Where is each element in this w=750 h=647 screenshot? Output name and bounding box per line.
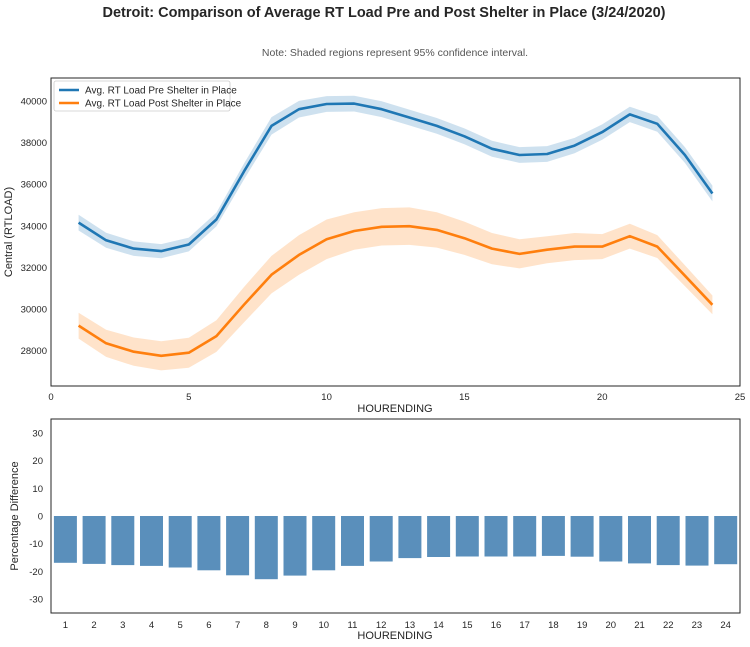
x-tick-label: 13 [405, 620, 416, 631]
x-tick-label: 18 [548, 620, 559, 631]
bar [254, 516, 278, 580]
bar [599, 516, 623, 562]
bar [484, 516, 508, 557]
y-tick-label: 40000 [21, 96, 47, 107]
bar [283, 516, 307, 576]
x-tick-label: 2 [91, 620, 96, 631]
bar [714, 516, 738, 565]
x-tick-label: 17 [519, 620, 530, 631]
bar [570, 516, 594, 557]
x-tick-label: 6 [206, 620, 211, 631]
x-tick-label: 25 [735, 392, 746, 403]
line-chart-ylabel: Central (RTLOAD) [3, 187, 15, 277]
x-tick-label: 19 [577, 620, 588, 631]
x-tick-label: 15 [459, 392, 470, 403]
x-tick-label: 12 [376, 620, 387, 631]
x-tick-label: 22 [663, 620, 674, 631]
line-chart: 0 5 10 15 20 25 28000 30000 32000 34000 36000 3800… [3, 77, 745, 415]
y-tick-label: 36000 [21, 180, 47, 191]
y-tick-label: 28000 [21, 346, 47, 357]
y-tick-label: 34000 [21, 221, 47, 232]
bar-chart: 1 2 3 4 5 6 7 8 9 10 11 12 13 14 15 16 17 18 19 20 21 22 23 24 … [9, 418, 741, 642]
y-tick-label: 38000 [21, 138, 47, 149]
bar [455, 516, 479, 557]
bar [111, 516, 135, 566]
y-tick-label: 30 [32, 428, 43, 439]
bar [140, 516, 163, 566]
y-tick-label: -10 [29, 539, 43, 550]
bar [398, 516, 422, 559]
y-tick-label: 30000 [21, 305, 47, 316]
bar [341, 516, 364, 566]
x-tick-label: 11 [348, 620, 358, 631]
bar-x-tick-labels: 1 2 3 4 5 6 7 8 9 10 11 12 13 14 15 16 17 18 19 20 21 22 23 24 [63, 620, 731, 631]
y-tick-label: 32000 [21, 263, 47, 274]
legend: Avg. RT Load Pre Shelter in Place Avg. R… [53, 80, 242, 112]
bar-chart-xlabel: HOURENDING [357, 630, 432, 642]
x-tick-label: 7 [235, 620, 240, 631]
figure-title: Detroit: Comparison of Average RT Load P… [103, 5, 666, 21]
x-tick-label: 10 [321, 392, 332, 403]
x-tick-label: 5 [186, 392, 191, 403]
x-tick-label: 16 [491, 620, 502, 631]
line-chart-frame [50, 77, 741, 387]
line-chart-xlabel: HOURENDING [357, 403, 432, 415]
bar [656, 516, 680, 566]
bar [226, 516, 250, 576]
bar-chart-ylabel: Percentage Difference [9, 461, 21, 570]
x-tick-label: 1 [63, 620, 68, 631]
x-tick-label: 3 [120, 620, 125, 631]
bars [53, 516, 738, 580]
ci-bands [78, 95, 713, 371]
series-line-1 [77, 224, 714, 358]
series-line-0 [77, 102, 714, 253]
x-tick-label: 5 [178, 620, 183, 631]
bar [312, 516, 336, 571]
legend-label-post: Avg. RT Load Post Shelter in Place [85, 99, 242, 110]
series-lines [77, 102, 714, 358]
x-tick-label: 10 [318, 620, 329, 631]
bar-chart-frame [50, 418, 741, 614]
y-tick-label: 10 [32, 484, 43, 495]
y-tick-label: -20 [29, 567, 43, 578]
x-tick-label: 15 [462, 620, 473, 631]
bar [197, 516, 221, 571]
x-tick-label: 0 [48, 392, 53, 403]
y-tick-label: 0 [38, 512, 43, 523]
bar [427, 516, 451, 557]
x-tick-label: 24 [720, 620, 731, 631]
confidence-note: Note: Shaded regions represent 95% confi… [262, 47, 528, 59]
bar [82, 516, 106, 564]
legend-box [53, 80, 231, 112]
x-tick-labels: 0 5 10 15 20 25 [48, 392, 745, 403]
x-tick-label: 4 [149, 620, 154, 631]
bar [628, 516, 651, 564]
bar [685, 516, 709, 566]
y-tick-labels: 28000 30000 32000 34000 36000 38000 40000 [21, 96, 47, 357]
x-tick-label: 20 [606, 620, 617, 631]
x-tick-label: 23 [692, 620, 703, 631]
bar [513, 516, 537, 557]
bar [541, 516, 565, 556]
ci-band-1 [78, 207, 713, 371]
x-tick-label: 21 [634, 620, 645, 631]
x-tick-label: 14 [433, 620, 444, 631]
bar [168, 516, 192, 568]
x-tick-label: 20 [597, 392, 608, 403]
y-tick-label: 20 [32, 456, 43, 467]
y-tick-label: -30 [29, 595, 43, 606]
bar-y-tick-labels: -30 -20 -10 0 10 20 30 [29, 428, 43, 605]
x-tick-label: 9 [292, 620, 297, 631]
x-tick-label: 8 [264, 620, 269, 631]
bar [53, 516, 77, 563]
bar [369, 516, 393, 562]
legend-label-pre: Avg. RT Load Pre Shelter in Place [85, 86, 237, 97]
